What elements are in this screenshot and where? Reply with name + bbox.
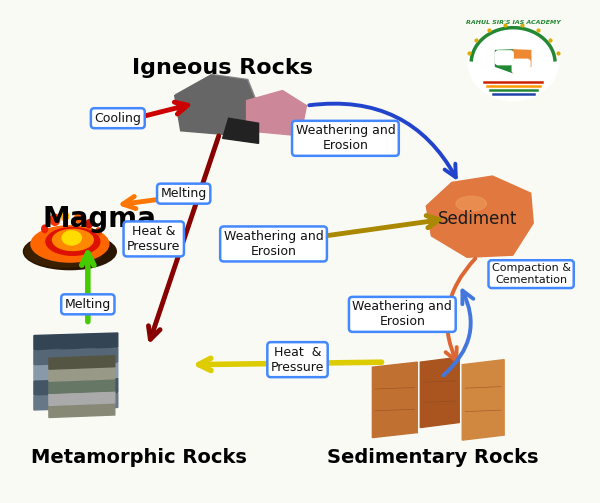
Polygon shape [49,356,115,369]
Text: Weathering and
Erosion: Weathering and Erosion [296,124,395,152]
Polygon shape [34,363,118,380]
Ellipse shape [42,225,48,232]
Text: Weathering and
Erosion: Weathering and Erosion [224,230,323,258]
Polygon shape [49,368,115,381]
Ellipse shape [31,226,109,262]
Text: Metamorphic Rocks: Metamorphic Rocks [31,448,247,467]
Polygon shape [223,118,259,143]
Ellipse shape [62,231,81,245]
Polygon shape [175,75,259,136]
Polygon shape [49,380,115,393]
Ellipse shape [23,233,116,270]
Text: Heat &
Pressure: Heat & Pressure [127,225,181,253]
Polygon shape [49,404,115,417]
Ellipse shape [86,220,92,228]
Ellipse shape [96,228,101,235]
Text: Igneous Rocks: Igneous Rocks [132,58,313,78]
Text: Cooling: Cooling [94,112,141,125]
Text: Magma: Magma [43,205,157,233]
Polygon shape [34,378,118,395]
Polygon shape [496,50,513,73]
Polygon shape [34,333,118,350]
Ellipse shape [61,212,68,221]
Text: Melting: Melting [161,187,207,200]
Ellipse shape [74,213,83,223]
Polygon shape [34,348,118,365]
Polygon shape [513,50,531,73]
Ellipse shape [25,236,103,267]
Ellipse shape [456,196,487,211]
Ellipse shape [50,214,59,225]
Polygon shape [426,176,533,258]
Text: Heat  &
Pressure: Heat & Pressure [271,346,324,374]
Ellipse shape [46,228,100,256]
Polygon shape [373,362,418,438]
Ellipse shape [53,229,93,250]
Text: Sediment: Sediment [437,210,517,228]
Ellipse shape [494,47,532,73]
FancyBboxPatch shape [512,59,530,73]
Text: Sedimentary Rocks: Sedimentary Rocks [326,448,538,467]
Polygon shape [462,360,504,440]
Text: RAHUL SIR'S IAS ACADEMY: RAHUL SIR'S IAS ACADEMY [466,20,560,25]
Polygon shape [49,392,115,405]
FancyBboxPatch shape [496,51,513,65]
Polygon shape [34,393,118,410]
Text: Melting: Melting [65,298,111,311]
Polygon shape [420,357,459,428]
Text: Compaction &
Cementation: Compaction & Cementation [491,264,571,285]
Polygon shape [176,74,260,135]
Polygon shape [247,91,307,136]
Circle shape [468,25,558,101]
Text: Weathering and
Erosion: Weathering and Erosion [352,300,452,328]
